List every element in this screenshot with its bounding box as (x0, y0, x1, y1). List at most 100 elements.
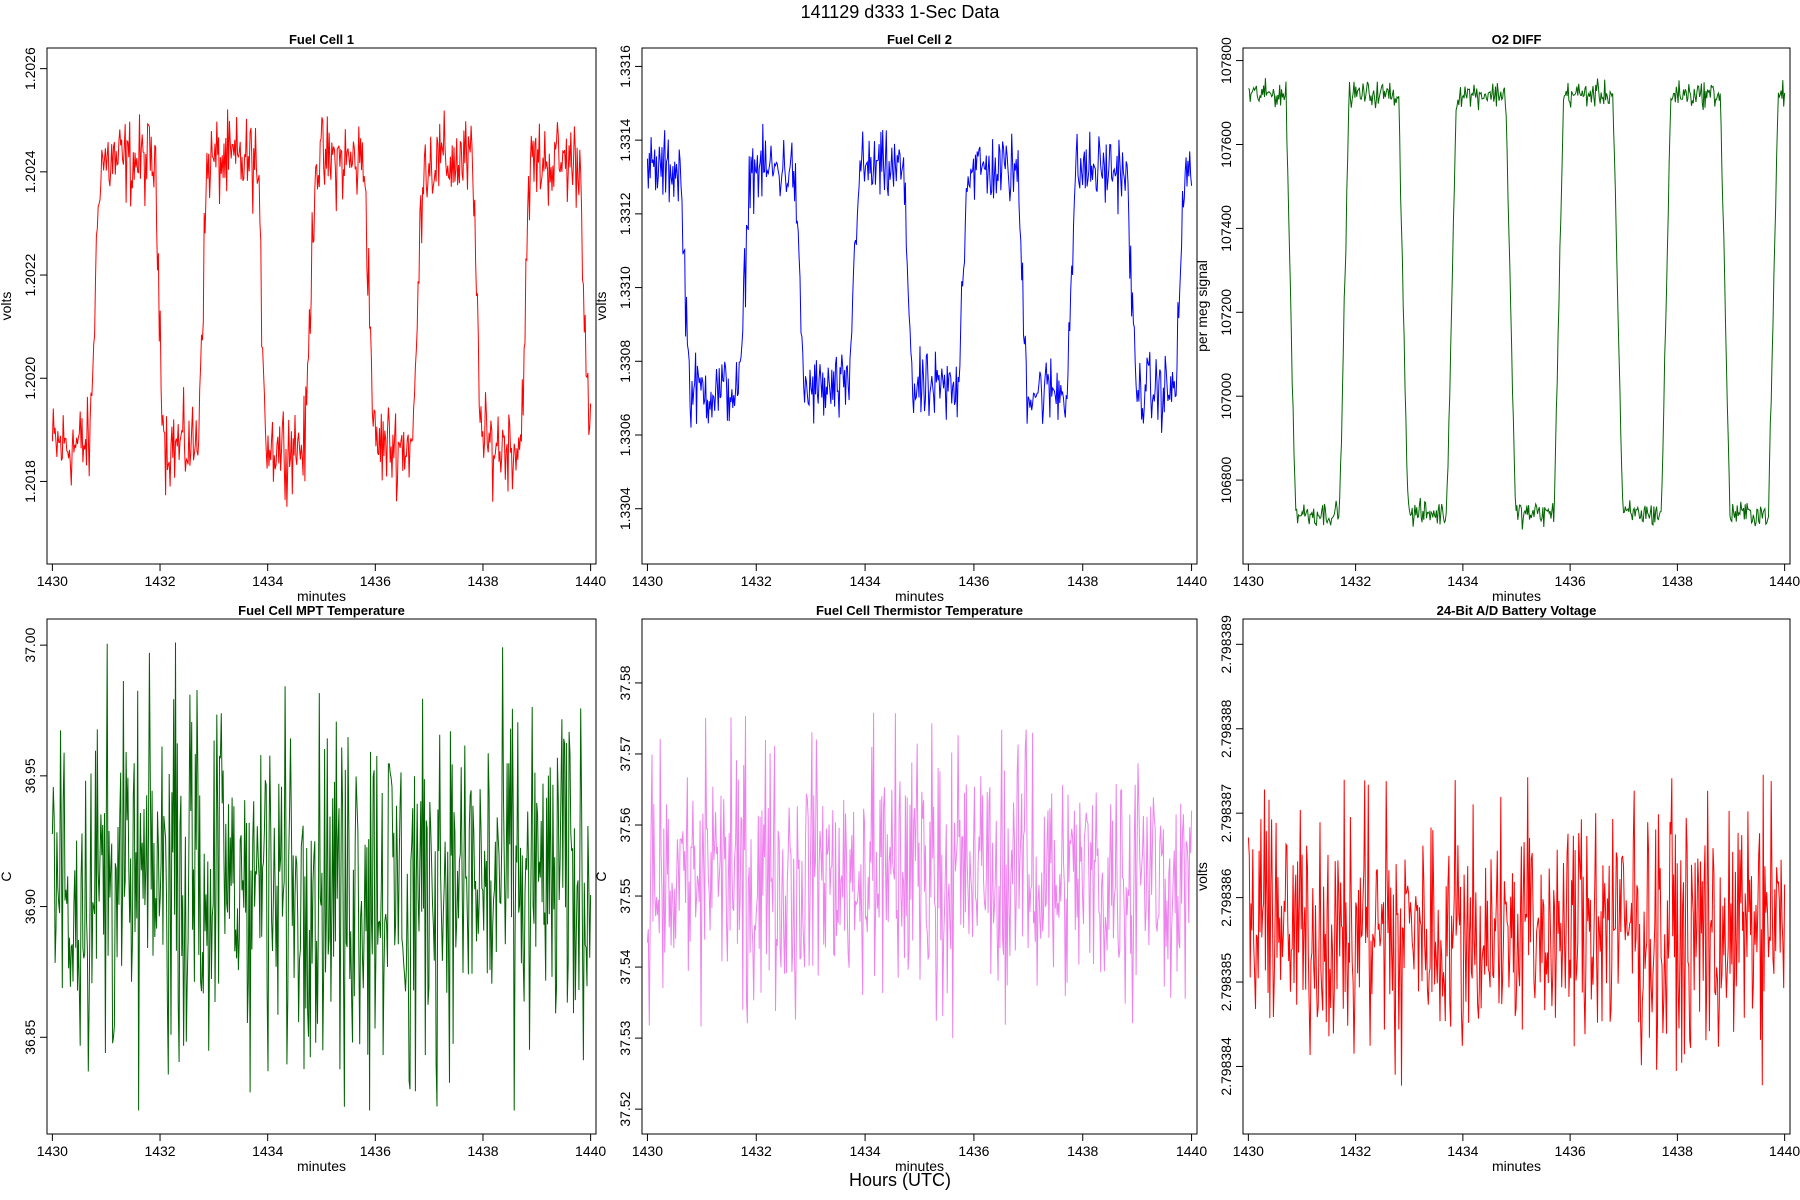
plot-frame (1242, 618, 1791, 1135)
x-tick-label: 1436 (1555, 573, 1586, 589)
x-tick-label: 1432 (741, 1143, 772, 1159)
y-tick-label: 2.798386 (1218, 868, 1234, 927)
y-tick-label: 106800 (1218, 457, 1234, 504)
y-tick-label: 2.798387 (1218, 784, 1234, 843)
x-tick-label: 1440 (575, 1143, 606, 1159)
x-tick-label: 1436 (958, 573, 989, 589)
plot-frame (1242, 47, 1791, 565)
x-axis-label: minutes (297, 588, 346, 604)
x-tick-label: 1432 (1340, 1143, 1371, 1159)
y-tick-label: 37.52 (617, 1091, 633, 1126)
y-tick-label: 37.00 (22, 627, 38, 662)
x-tick-label: 1440 (1176, 1143, 1207, 1159)
y-tick-label: 1.3306 (617, 413, 633, 456)
x-tick-label: 1434 (252, 1143, 283, 1159)
y-tick-label: 1.2026 (22, 47, 38, 90)
x-tick-label: 1438 (467, 1143, 498, 1159)
x-axis-label: minutes (895, 588, 944, 604)
y-axis-label: volts (593, 292, 609, 321)
series-line (646, 712, 1193, 1039)
series-line (646, 123, 1193, 433)
x-tick-label: 1430 (37, 1143, 68, 1159)
x-tick-label: 1434 (1447, 573, 1478, 589)
x-tick-label: 1430 (1233, 573, 1264, 589)
y-tick-label: 1.3304 (617, 487, 633, 530)
chart-title: O2 DIFF (1492, 32, 1542, 47)
x-tick-label: 1436 (360, 573, 391, 589)
x-tick-label: 1432 (144, 1143, 175, 1159)
y-tick-label: 2.798385 (1218, 953, 1234, 1012)
y-tick-label: 1.2020 (22, 357, 38, 400)
x-tick-label: 1438 (1067, 1143, 1098, 1159)
y-tick-label: 37.56 (617, 807, 633, 842)
x-tick-label: 1434 (1447, 1143, 1478, 1159)
y-tick-label: 1.3314 (617, 119, 633, 162)
chart-title: Fuel Cell Thermistor Temperature (816, 603, 1023, 618)
y-tick-label: 107000 (1218, 373, 1234, 420)
plot-frame (641, 47, 1198, 565)
y-tick-label: 36.90 (22, 889, 38, 924)
plot-frame (46, 618, 597, 1135)
x-tick-label: 1438 (1662, 573, 1693, 589)
y-tick-label: 1.2022 (22, 253, 38, 296)
x-tick-label: 1440 (575, 573, 606, 589)
chart-title: Fuel Cell MPT Temperature (238, 603, 405, 618)
y-tick-label: 2.798389 (1218, 615, 1234, 674)
chart-panel-2: Fuel Cell 2 1430 1432 1434 1436 1438 1440 minut… (593, 32, 1207, 604)
chart-panel-4: Fuel Cell MPT Temperature 1430 1432 1434 143… (0, 603, 606, 1174)
figure-title: 141129 d333 1-Sec Data (800, 2, 1000, 22)
y-tick-label: 36.95 (22, 758, 38, 793)
y-tick-label: 1.2018 (22, 460, 38, 503)
chart-title: Fuel Cell 2 (887, 32, 952, 47)
y-tick-label: 1.2024 (22, 150, 38, 193)
x-tick-label: 1432 (1340, 573, 1371, 589)
x-tick-label: 1430 (37, 573, 68, 589)
y-axis-label: volts (0, 292, 14, 321)
x-tick-label: 1438 (1067, 573, 1098, 589)
x-axis-label: minutes (297, 1158, 346, 1174)
y-axis-label: C (593, 871, 609, 881)
y-tick-label: 36.85 (22, 1020, 38, 1055)
chart-title: 24-Bit A/D Battery Voltage (1437, 603, 1597, 618)
x-tick-label: 1436 (360, 1143, 391, 1159)
x-tick-label: 1436 (958, 1143, 989, 1159)
y-axis-label: C (0, 871, 14, 881)
y-tick-label: 37.54 (617, 949, 633, 984)
chart-panel-3: O2 DIFF 1430 1432 1434 1436 1438 1440 minutes 10… (1194, 32, 1800, 604)
series-line (51, 642, 592, 1111)
y-tick-label: 1.3316 (617, 45, 633, 88)
x-tick-label: 1440 (1769, 573, 1800, 589)
x-tick-label: 1436 (1555, 1143, 1586, 1159)
x-tick-label: 1440 (1769, 1143, 1800, 1159)
chart-panel-5: Fuel Cell Thermistor Temperature 1430 1432… (593, 603, 1207, 1174)
x-tick-label: 1432 (144, 573, 175, 589)
series-line (1248, 78, 1786, 530)
x-tick-label: 1430 (632, 573, 663, 589)
x-tick-label: 1434 (850, 573, 881, 589)
y-tick-label: 1.3312 (617, 192, 633, 235)
y-tick-label: 37.55 (617, 878, 633, 913)
chart-panel-1: Fuel Cell 1 1430 1432 1434 1436 1438 1440 minut… (0, 32, 606, 604)
y-axis-label: volts (1194, 862, 1210, 891)
y-tick-label: 2.798388 (1218, 699, 1234, 758)
chart-title: Fuel Cell 1 (289, 32, 354, 47)
x-tick-label: 1438 (1662, 1143, 1693, 1159)
x-axis-label: minutes (895, 1158, 944, 1174)
y-tick-label: 1.3310 (617, 266, 633, 309)
y-tick-label: 107800 (1218, 37, 1234, 84)
x-tick-label: 1432 (741, 573, 772, 589)
y-tick-label: 37.53 (617, 1020, 633, 1055)
x-tick-label: 1430 (1233, 1143, 1264, 1159)
plot-frame (641, 618, 1198, 1135)
y-tick-label: 1.3308 (617, 340, 633, 383)
x-tick-label: 1434 (252, 573, 283, 589)
x-tick-label: 1438 (467, 573, 498, 589)
y-tick-label: 107600 (1218, 121, 1234, 168)
y-tick-label: 37.57 (617, 736, 633, 771)
x-tick-label: 1430 (632, 1143, 663, 1159)
series-line (51, 109, 592, 507)
x-tick-label: 1440 (1176, 573, 1207, 589)
plot-frame (46, 47, 597, 565)
